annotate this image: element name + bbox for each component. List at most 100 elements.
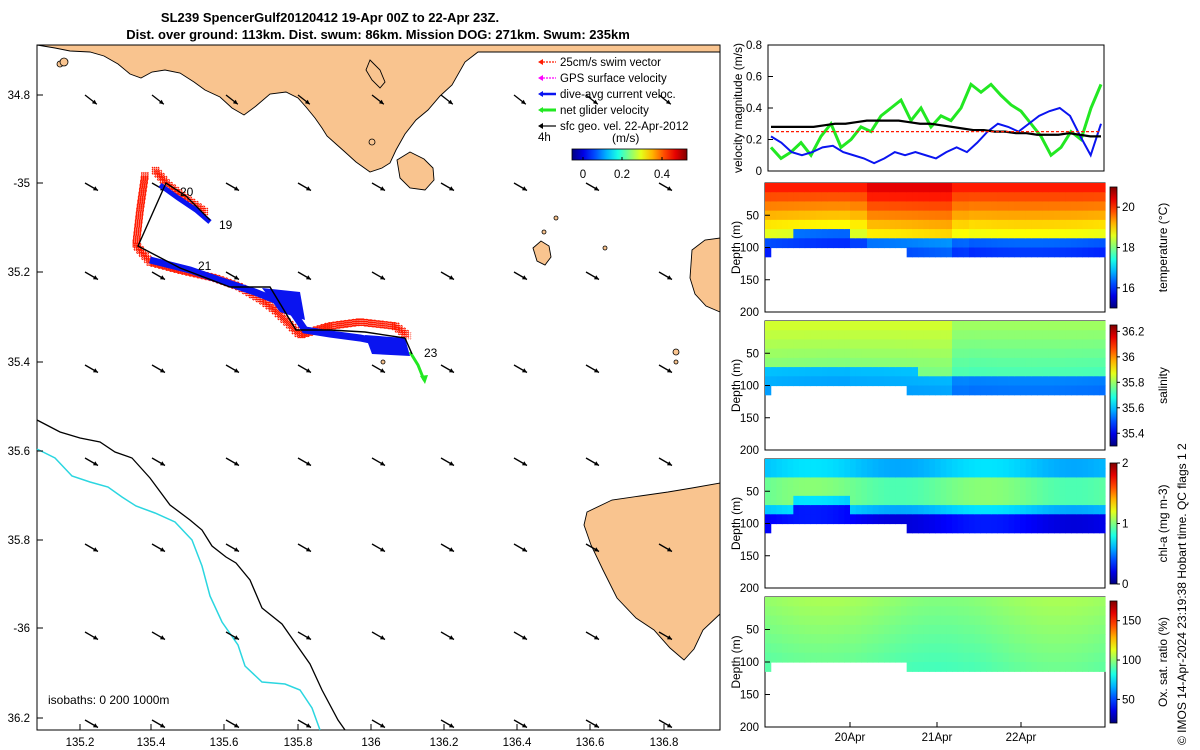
section-cell — [974, 229, 981, 239]
section-cell — [1020, 339, 1027, 350]
section-cell — [1065, 201, 1072, 212]
section-cell — [1031, 477, 1038, 488]
geo-velocity-arrow — [84, 271, 99, 281]
section-cell — [833, 183, 840, 193]
section-cell — [940, 330, 947, 341]
section-colorbar-label: 35.6 — [1122, 403, 1144, 415]
section-cell — [838, 210, 845, 221]
section-cell — [1025, 201, 1032, 212]
section-cell — [940, 385, 947, 396]
section-cell — [872, 459, 879, 469]
section-cell — [1042, 606, 1049, 617]
section-cell — [918, 643, 925, 654]
section-cell — [906, 634, 913, 645]
section-cell — [799, 238, 806, 249]
section-cell — [838, 606, 845, 617]
section-cell — [867, 376, 874, 387]
section-cell — [855, 634, 862, 645]
section-cell — [861, 495, 868, 506]
section-cell — [1054, 357, 1061, 368]
section-cell — [940, 495, 947, 506]
section-cell — [986, 192, 993, 203]
section-cell — [878, 201, 885, 212]
section-cell — [1037, 247, 1044, 258]
section-cell — [923, 477, 930, 488]
section-cell — [946, 357, 953, 368]
geo-velocity-arrow — [658, 631, 673, 641]
section-cell — [889, 486, 896, 497]
section-cell — [986, 643, 993, 654]
section-cell — [918, 597, 925, 607]
section-cell — [906, 229, 913, 239]
section-cell — [1008, 367, 1015, 377]
section-cell — [804, 597, 811, 607]
section-cell — [1071, 376, 1078, 387]
section-cell — [844, 219, 851, 230]
geo-velocity-arrow — [585, 631, 600, 641]
section-cell — [946, 183, 953, 193]
section-cell — [1099, 514, 1106, 525]
section-cell — [1065, 357, 1072, 368]
section-cell — [923, 321, 930, 331]
legend-arrowhead — [538, 75, 543, 81]
section-cell — [850, 321, 857, 331]
section-cell — [816, 183, 823, 193]
section-cell — [776, 615, 783, 626]
section-cell — [1059, 183, 1066, 193]
section-cell — [810, 219, 817, 230]
section-cell — [1082, 597, 1089, 607]
section-cell — [906, 514, 913, 525]
section-cell — [1020, 357, 1027, 368]
section-cell — [793, 652, 800, 663]
geo-velocity-arrow — [658, 364, 673, 374]
section-cell — [997, 192, 1004, 203]
section-cell — [974, 486, 981, 497]
section-cell — [986, 247, 993, 258]
section-cell — [1003, 468, 1010, 479]
section-cell — [782, 652, 789, 663]
section-cell — [940, 634, 947, 645]
geo-velocity-arrow — [297, 543, 312, 553]
section-cell — [861, 357, 868, 368]
section-cell — [1065, 229, 1072, 239]
section-cell — [906, 247, 913, 258]
section-cell — [1048, 376, 1055, 387]
track-label-21: 21 — [198, 259, 212, 273]
legend-label: net glider velocity — [560, 105, 649, 117]
section-cell — [1099, 229, 1106, 239]
figure-title-line2: Dist. over ground: 113km. Dist. swum: 86… — [126, 27, 630, 42]
section-cell — [804, 652, 811, 663]
section-cell — [776, 339, 783, 350]
section-cell — [884, 229, 891, 239]
section-cell — [816, 339, 823, 350]
section-cell — [986, 348, 993, 359]
section-cell — [1048, 348, 1055, 359]
section-cell — [918, 624, 925, 635]
section-cell — [1031, 321, 1038, 331]
section-cell — [765, 357, 772, 368]
geo-velocity-arrow — [513, 364, 528, 374]
section-cell — [810, 514, 817, 525]
section-cell — [787, 330, 794, 341]
section-cell — [1099, 201, 1106, 212]
section-cell — [969, 238, 976, 249]
section-cell — [912, 219, 919, 230]
section-cell — [1065, 339, 1072, 350]
section-cell — [816, 486, 823, 497]
section-cell — [912, 459, 919, 469]
section-cell — [1076, 348, 1083, 359]
section-cell — [1003, 624, 1010, 635]
dive-avg-current-block — [365, 335, 410, 356]
section-cell — [1071, 468, 1078, 479]
section-cell — [1008, 330, 1015, 341]
speed-colorbar: 0 0.2 0.4 — [571, 148, 688, 181]
section-cell — [929, 339, 936, 350]
section-cell — [940, 624, 947, 635]
section-cell — [844, 634, 851, 645]
section-cell — [1037, 634, 1044, 645]
section-cell — [1042, 662, 1049, 672]
section-cell — [1048, 643, 1055, 654]
section-cell — [844, 201, 851, 212]
section-cell — [838, 357, 845, 368]
